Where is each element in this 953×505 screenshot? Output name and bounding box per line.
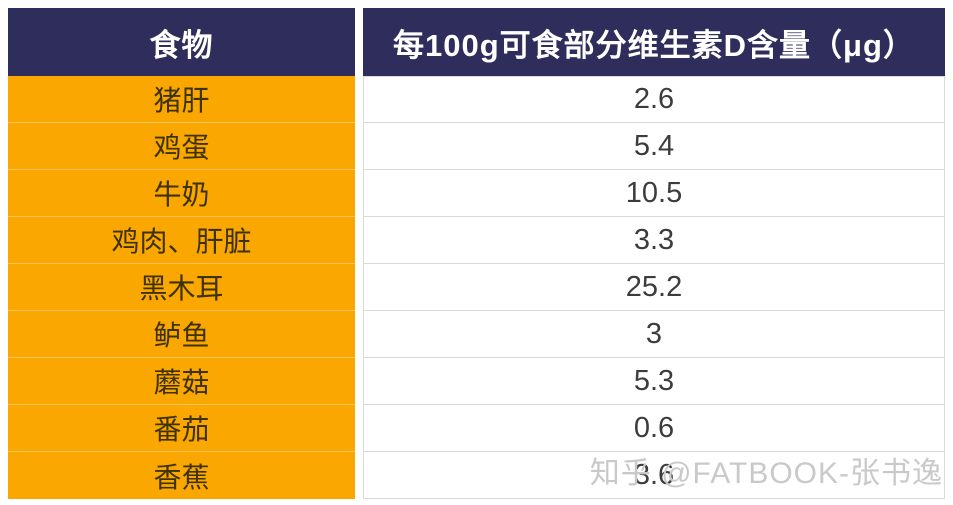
food-cell: 鸡肉、肝脏 bbox=[8, 217, 355, 264]
value-cell: 10.5 bbox=[363, 170, 945, 217]
value-label: 25.2 bbox=[625, 270, 683, 303]
food-label: 鸡蛋 bbox=[153, 132, 210, 163]
table-row: 鸡肉、肝脏 3.3 bbox=[8, 217, 945, 264]
table-header-row: 食物 每100g可食部分维生素D含量（μg） bbox=[8, 8, 945, 76]
food-cell: 番茄 bbox=[8, 405, 355, 452]
value-cell: 5.3 bbox=[363, 358, 945, 405]
food-label: 蘑菇 bbox=[153, 367, 210, 398]
value-label: 3.6 bbox=[633, 458, 675, 491]
food-cell: 香蕉 bbox=[8, 452, 355, 499]
value-cell: 3 bbox=[363, 311, 945, 358]
header-cell-vitamin-d: 每100g可食部分维生素D含量（μg） bbox=[363, 8, 945, 76]
food-label: 猪肝 bbox=[153, 85, 210, 116]
value-label: 10.5 bbox=[625, 176, 683, 209]
value-cell: 3.3 bbox=[363, 217, 945, 264]
vitamin-d-table: 食物 每100g可食部分维生素D含量（μg） 猪肝 2.6 鸡蛋 5.4 牛奶 … bbox=[8, 8, 945, 500]
header-cell-food: 食物 bbox=[8, 8, 355, 76]
value-label: 0.6 bbox=[633, 411, 675, 444]
value-cell: 5.4 bbox=[363, 123, 945, 170]
table-row: 香蕉 3.6 bbox=[8, 452, 945, 499]
food-label: 鸡肉、肝脏 bbox=[111, 226, 252, 257]
food-cell: 牛奶 bbox=[8, 170, 355, 217]
table-row: 鸡蛋 5.4 bbox=[8, 123, 945, 170]
food-label: 鲈鱼 bbox=[153, 320, 210, 351]
table-row: 猪肝 2.6 bbox=[8, 76, 945, 123]
table-row: 蘑菇 5.3 bbox=[8, 358, 945, 405]
food-cell: 黑木耳 bbox=[8, 264, 355, 311]
food-label: 黑木耳 bbox=[139, 273, 224, 304]
table-row: 鲈鱼 3 bbox=[8, 311, 945, 358]
food-cell: 鲈鱼 bbox=[8, 311, 355, 358]
value-cell: 25.2 bbox=[363, 264, 945, 311]
value-cell: 3.6 bbox=[363, 452, 945, 499]
food-label: 番茄 bbox=[153, 414, 210, 445]
table-row: 番茄 0.6 bbox=[8, 405, 945, 452]
value-label: 3.3 bbox=[633, 223, 675, 256]
value-label: 2.6 bbox=[633, 83, 675, 115]
food-label: 香蕉 bbox=[153, 461, 210, 493]
table-row: 牛奶 10.5 bbox=[8, 170, 945, 217]
food-cell: 蘑菇 bbox=[8, 358, 355, 405]
value-cell: 2.6 bbox=[363, 76, 945, 123]
value-label: 5.3 bbox=[633, 364, 675, 397]
value-label: 3 bbox=[645, 317, 663, 350]
table-body: 猪肝 2.6 鸡蛋 5.4 牛奶 10.5 鸡肉、肝脏 3.3 黑木耳 bbox=[8, 76, 945, 499]
food-label: 牛奶 bbox=[153, 179, 210, 210]
food-cell: 鸡蛋 bbox=[8, 123, 355, 170]
value-label: 5.4 bbox=[633, 129, 675, 162]
value-cell: 0.6 bbox=[363, 405, 945, 452]
table-row: 黑木耳 25.2 bbox=[8, 264, 945, 311]
food-cell: 猪肝 bbox=[8, 76, 355, 123]
